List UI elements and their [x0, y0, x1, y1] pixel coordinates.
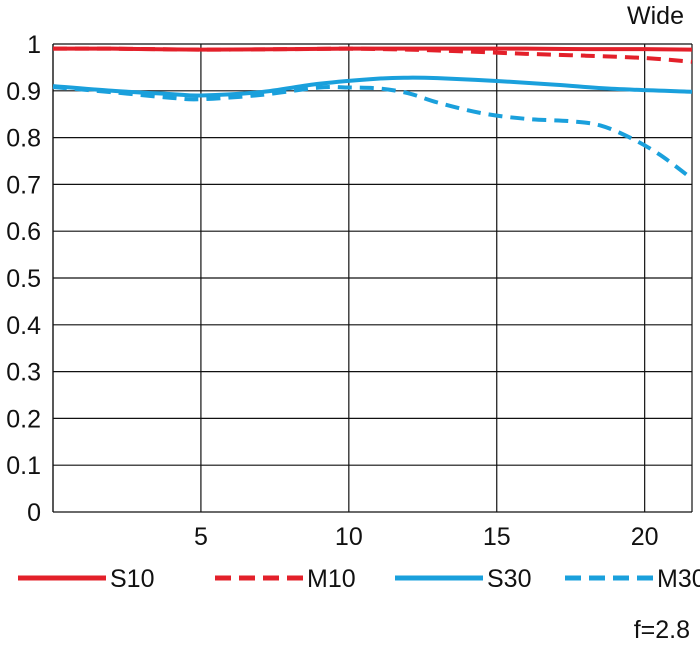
grid [52, 43, 693, 513]
x-tick-label: 5 [194, 523, 208, 551]
y-tick-label: 0.4 [6, 312, 41, 340]
y-tick-label: 0.1 [6, 452, 41, 480]
y-tick-label: 0.5 [6, 265, 41, 293]
series-line-m10 [52, 46, 693, 64]
y-tick-label: 1 [27, 31, 41, 59]
aperture-label: f=2.8 [634, 616, 690, 644]
y-tick-label: 0.8 [6, 125, 41, 153]
legend-label-m10: M10 [307, 565, 356, 593]
tick-labels: 00.10.20.30.40.50.60.70.80.915 10 15 20 [6, 31, 658, 551]
y-tick-label: 0 [27, 499, 41, 527]
legend-label-s30: S30 [487, 565, 531, 593]
legend-label-m30: M30 [657, 565, 700, 593]
series-lines [52, 46, 694, 181]
series-line-s30 [52, 75, 693, 98]
y-tick-label: 0.6 [6, 218, 41, 246]
y-tick-label: 0.3 [6, 359, 41, 387]
series-line-s10 [52, 46, 693, 52]
x-tick-label: 20 [631, 523, 659, 551]
x-tick-label: 15 [483, 523, 511, 551]
y-tick-label: 0.9 [6, 78, 41, 106]
chart-title: Wide [627, 2, 684, 30]
y-tick-label: 0.2 [6, 405, 41, 433]
y-tick-label: 0.7 [6, 171, 41, 199]
legend-label-s10: S10 [110, 565, 154, 593]
series-line-m30 [52, 84, 694, 181]
legend: S10 M10 S30 M30 [18, 565, 700, 593]
x-tick-label: 10 [335, 523, 363, 551]
